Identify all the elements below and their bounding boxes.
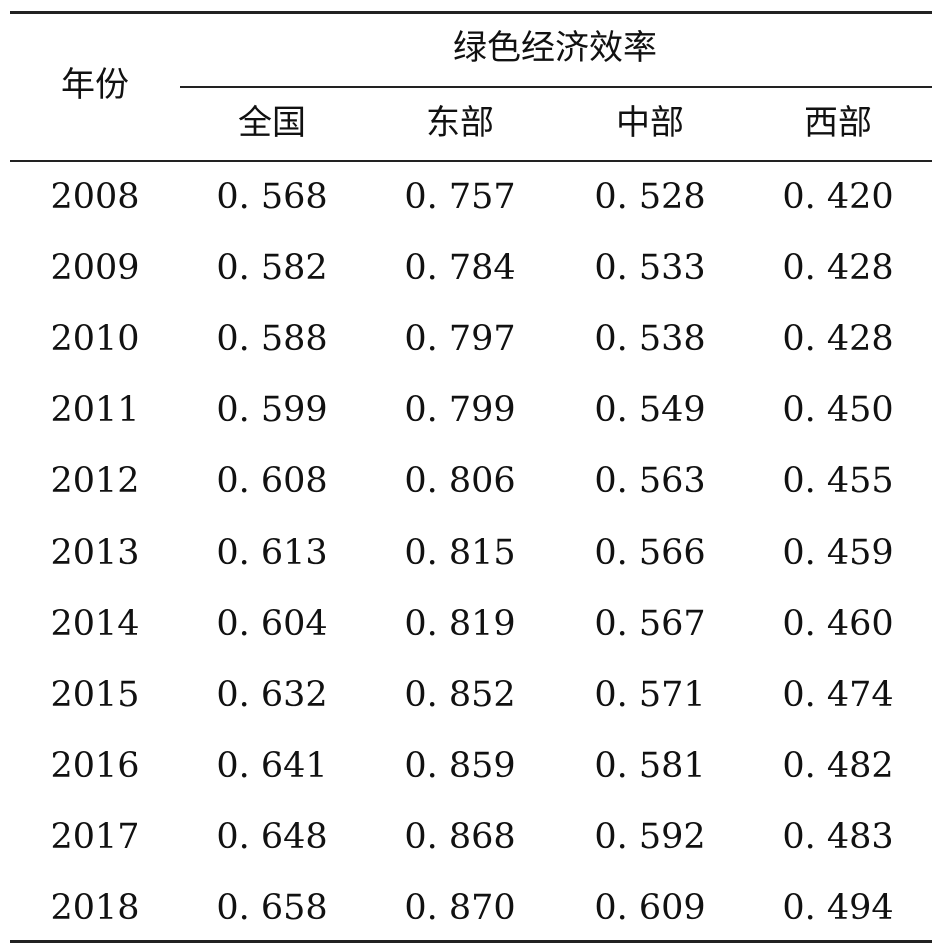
value-cell: 0. 571 [594, 675, 706, 715]
value-cell: 0. 599 [216, 390, 328, 430]
year-cell: 2012 [50, 461, 140, 501]
value-cell: 0. 568 [216, 177, 328, 217]
value-cell: 0. 819 [404, 604, 516, 644]
value-cell: 0. 757 [404, 177, 516, 217]
value-cell: 0. 459 [782, 533, 894, 573]
column-header-west: 西部 [804, 103, 872, 143]
value-cell: 0. 428 [782, 319, 894, 359]
column-header-national: 全国 [238, 103, 306, 143]
year-cell: 2010 [50, 319, 140, 359]
value-cell: 0. 868 [404, 817, 516, 857]
value-cell: 0. 608 [216, 461, 328, 501]
value-cell: 0. 474 [782, 675, 894, 715]
value-cell: 0. 538 [594, 319, 706, 359]
value-cell: 0. 806 [404, 461, 516, 501]
value-cell: 0. 428 [782, 248, 894, 288]
value-cell: 0. 450 [782, 390, 894, 430]
value-cell: 0. 609 [594, 888, 706, 928]
year-cell: 2013 [50, 533, 140, 573]
value-cell: 0. 588 [216, 319, 328, 359]
year-cell: 2014 [50, 604, 140, 644]
group-column-header: 绿色经济效率 [453, 28, 657, 68]
year-cell: 2016 [50, 746, 140, 786]
value-cell: 0. 528 [594, 177, 706, 217]
value-cell: 0. 648 [216, 817, 328, 857]
value-cell: 0. 533 [594, 248, 706, 288]
value-cell: 0. 870 [404, 888, 516, 928]
value-cell: 0. 852 [404, 675, 516, 715]
year-cell: 2015 [50, 675, 140, 715]
value-cell: 0. 460 [782, 604, 894, 644]
value-cell: 0. 582 [216, 248, 328, 288]
table-top-rule [10, 11, 932, 14]
header-bottom-rule [10, 160, 932, 162]
value-cell: 0. 592 [594, 817, 706, 857]
year-cell: 2009 [50, 248, 140, 288]
table-bottom-rule [10, 940, 932, 943]
year-cell: 2017 [50, 817, 140, 857]
group-header-rule [180, 86, 932, 88]
value-cell: 0. 455 [782, 461, 894, 501]
column-header-central: 中部 [616, 103, 684, 143]
value-cell: 0. 482 [782, 746, 894, 786]
value-cell: 0. 799 [404, 390, 516, 430]
value-cell: 0. 549 [594, 390, 706, 430]
value-cell: 0. 566 [594, 533, 706, 573]
value-cell: 0. 581 [594, 746, 706, 786]
column-header-east: 东部 [426, 103, 494, 143]
value-cell: 0. 784 [404, 248, 516, 288]
value-cell: 0. 815 [404, 533, 516, 573]
year-cell: 2018 [50, 888, 140, 928]
value-cell: 0. 604 [216, 604, 328, 644]
value-cell: 0. 563 [594, 461, 706, 501]
year-cell: 2011 [50, 390, 140, 430]
year-cell: 2008 [50, 177, 140, 217]
value-cell: 0. 483 [782, 817, 894, 857]
value-cell: 0. 859 [404, 746, 516, 786]
value-cell: 0. 658 [216, 888, 328, 928]
value-cell: 0. 641 [216, 746, 328, 786]
year-column-header: 年份 [61, 65, 129, 105]
value-cell: 0. 632 [216, 675, 328, 715]
value-cell: 0. 494 [782, 888, 894, 928]
value-cell: 0. 797 [404, 319, 516, 359]
value-cell: 0. 420 [782, 177, 894, 217]
value-cell: 0. 567 [594, 604, 706, 644]
value-cell: 0. 613 [216, 533, 328, 573]
